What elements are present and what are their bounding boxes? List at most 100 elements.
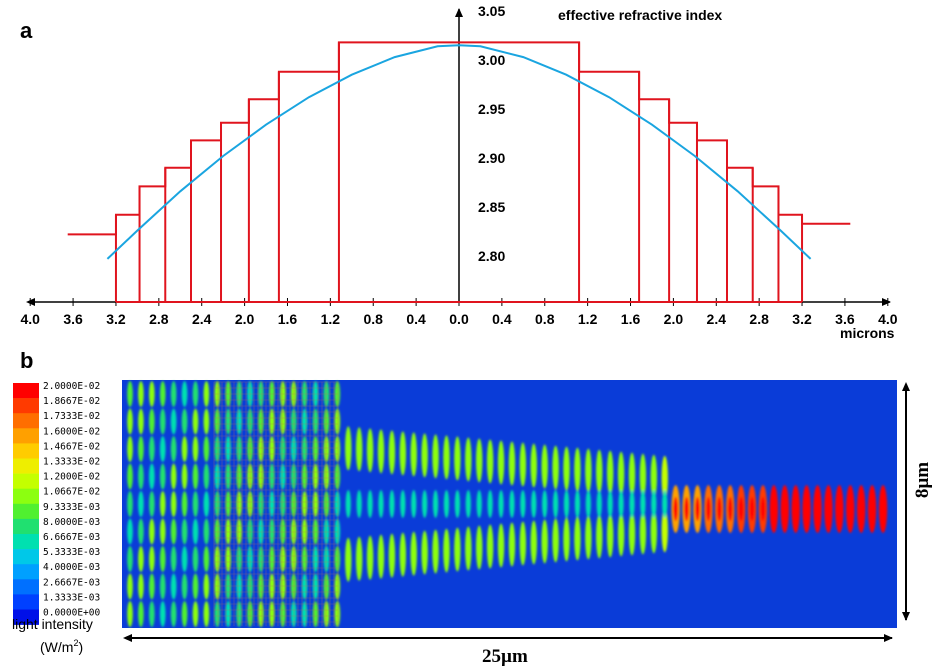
x-tick-label: 4.0 [20, 311, 40, 327]
fringe [290, 601, 297, 627]
colorbar-level-label: 0.0000E+00 [43, 608, 100, 619]
fringe [290, 518, 297, 545]
fringe [236, 491, 242, 517]
fringe [509, 490, 515, 518]
fringe [170, 381, 177, 407]
fringe [258, 436, 264, 462]
x-tick-label: 0.4 [406, 311, 426, 327]
colorbar-level-label: 1.7333E-02 [43, 411, 100, 422]
fringe [541, 519, 548, 564]
fringe [225, 546, 232, 572]
fringe [443, 435, 450, 480]
fringe [585, 515, 592, 560]
fringe [181, 381, 188, 407]
colorbar-level-label: 8.0000E-03 [43, 517, 100, 528]
colorbar-swatch [13, 398, 39, 414]
fringe [181, 601, 188, 627]
fringe [127, 463, 133, 490]
fringe [127, 518, 133, 545]
fringe [454, 527, 461, 572]
fringe [170, 408, 177, 435]
fringe [170, 491, 177, 517]
colorbar-unit-close: ) [78, 639, 83, 655]
fringe [662, 490, 668, 518]
fringe [486, 524, 494, 569]
fringe [356, 490, 362, 518]
fringe [541, 444, 548, 489]
fringe [127, 573, 133, 600]
colorbar-swatch [13, 503, 39, 520]
fringe [836, 497, 842, 521]
fringe [203, 463, 210, 490]
fringe [236, 408, 242, 435]
fringe [269, 491, 275, 517]
fringe [301, 518, 308, 545]
fringe [301, 573, 308, 600]
fringe [661, 455, 668, 500]
fringe [236, 601, 242, 627]
fringe [323, 518, 330, 545]
fringe [149, 436, 155, 462]
fringe [159, 546, 166, 572]
colorbar-level-label: 9.3333E-03 [43, 502, 100, 513]
fringe [269, 601, 275, 627]
fringe [214, 436, 221, 462]
fringe [138, 573, 144, 600]
fringe [214, 491, 221, 517]
colorbar-swatch [13, 473, 39, 489]
fringe [497, 440, 505, 485]
fringe [214, 573, 221, 600]
fringe [421, 433, 428, 478]
fringe [388, 533, 396, 578]
fringe [574, 490, 581, 518]
fringe [804, 497, 810, 521]
fringe [563, 490, 570, 518]
fringe [366, 428, 374, 473]
fringe [225, 408, 232, 435]
fringe [181, 408, 188, 435]
fringe [181, 491, 188, 517]
parabolic-profile-series [106, 44, 812, 260]
fringe [815, 497, 820, 521]
fringe [258, 573, 264, 600]
width-label: 25µm [482, 646, 528, 666]
fringe [629, 490, 635, 518]
fringe [290, 573, 297, 600]
fringe [159, 491, 166, 517]
colorbar-swatch [13, 518, 39, 535]
colorbar-level-label: 1.8667E-02 [43, 396, 100, 407]
fringe [617, 451, 625, 496]
colorbar-level-label: 5.3333E-03 [43, 547, 100, 558]
colorbar-unit: (W/m2) [40, 638, 83, 655]
fringe [782, 497, 788, 521]
fringe [476, 525, 483, 570]
fringe [258, 491, 264, 517]
fringe [858, 497, 864, 521]
fringe [355, 427, 363, 472]
fringe [312, 573, 319, 600]
fringe [334, 546, 341, 572]
fringe [203, 601, 210, 627]
fringe [508, 441, 516, 486]
colorbar-level-label: 6.6667E-03 [43, 532, 100, 543]
fringe [181, 518, 188, 545]
fringe [138, 436, 144, 462]
fringe [225, 463, 232, 490]
fringe [225, 436, 232, 462]
fringe [432, 529, 439, 574]
fringe [793, 497, 799, 521]
fringe [279, 436, 286, 462]
colorbar-swatch [13, 609, 39, 625]
fringe [258, 601, 264, 627]
fringe [334, 463, 341, 490]
x-tick-label: 2.0 [235, 311, 255, 327]
x-tick-label: 2.8 [149, 311, 169, 327]
fringe [159, 601, 166, 627]
intensity-fringes [127, 381, 888, 627]
fringe [269, 436, 275, 462]
fringe [345, 426, 352, 471]
fringe [399, 431, 407, 476]
fringe [279, 491, 286, 517]
fringe [552, 445, 559, 490]
x-tick-label: 1.2 [578, 311, 598, 327]
